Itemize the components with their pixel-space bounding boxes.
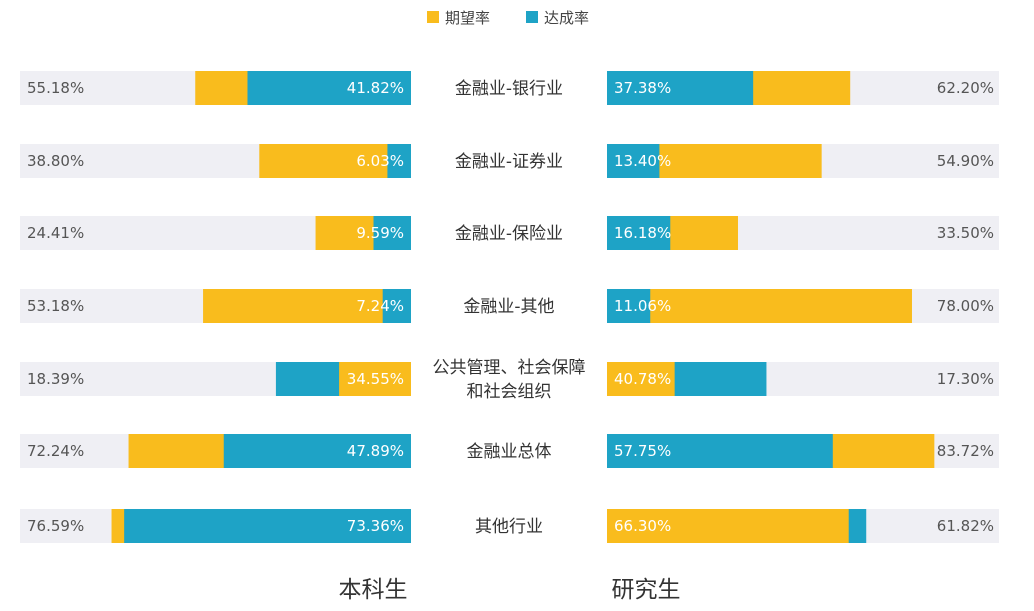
group-label-undergraduate: 本科生 bbox=[339, 577, 408, 603]
bar-achieved bbox=[607, 144, 660, 178]
achieved-value-label: 41.82% bbox=[347, 79, 404, 97]
value-labels: 55.18% 41.82% 38.80% 6.03% 24.41% 9.59% 53.18%… bbox=[27, 79, 994, 535]
bar-achieved bbox=[124, 509, 411, 543]
bar-expected bbox=[339, 362, 411, 396]
achieved-value-label: 34.55% bbox=[347, 370, 404, 388]
expected-value-label: 24.41% bbox=[27, 224, 84, 242]
bar-achieved bbox=[387, 144, 411, 178]
achieved-value-label: 7.24% bbox=[356, 297, 404, 315]
bar-expected bbox=[607, 289, 912, 323]
category-labels: 金融业-银行业金融业-证券业金融业-保险业金融业-其他公共管理、社会保障和社会组… bbox=[433, 79, 586, 537]
expected-value-label: 53.18% bbox=[27, 297, 84, 315]
bar-achieved bbox=[382, 289, 411, 323]
achieved-value-label: 66.30% bbox=[614, 517, 671, 535]
category-label: 金融业-银行业 bbox=[455, 79, 563, 99]
bar-achieved bbox=[607, 289, 651, 323]
expected-value-label: 72.24% bbox=[27, 442, 84, 460]
bar-expected bbox=[607, 509, 849, 543]
achieved-value-label: 47.89% bbox=[347, 442, 404, 460]
expected-value-label: 18.39% bbox=[27, 370, 84, 388]
expected-value-label: 78.00% bbox=[937, 297, 994, 315]
expected-value-label: 38.80% bbox=[27, 152, 84, 170]
achieved-value-label: 57.75% bbox=[614, 442, 671, 460]
bar-expected bbox=[259, 144, 411, 178]
category-label: 金融业总体 bbox=[467, 442, 552, 462]
category-label: 金融业-保险业 bbox=[455, 224, 563, 244]
achieved-value-label: 6.03% bbox=[356, 152, 404, 170]
expected-value-label: 83.72% bbox=[937, 442, 994, 460]
category-label: 其他行业 bbox=[475, 517, 543, 537]
category-label: 和社会组织 bbox=[467, 382, 552, 402]
expected-value-label: 61.82% bbox=[937, 517, 994, 535]
chart-legend: 期望率 达成率 bbox=[427, 9, 589, 27]
legend-label: 期望率 bbox=[445, 9, 490, 27]
expected-value-label: 54.90% bbox=[937, 152, 994, 170]
expected-value-label: 33.50% bbox=[937, 224, 994, 242]
bar-achieved bbox=[607, 216, 671, 250]
group-label-graduate: 研究生 bbox=[612, 577, 681, 603]
expected-value-label: 76.59% bbox=[27, 517, 84, 535]
achieved-value-label: 9.59% bbox=[356, 224, 404, 242]
achieved-value-label: 11.06% bbox=[614, 297, 671, 315]
achieved-value-label: 16.18% bbox=[614, 224, 671, 242]
category-label: 公共管理、社会保障 bbox=[433, 358, 586, 378]
bar-achieved bbox=[373, 216, 411, 250]
achieved-value-label: 40.78% bbox=[614, 370, 671, 388]
bar-achieved bbox=[607, 71, 754, 105]
legend-swatch bbox=[427, 11, 439, 23]
bar-segments bbox=[111, 71, 935, 543]
bar-achieved bbox=[247, 71, 411, 105]
legend-label: 达成率 bbox=[544, 9, 589, 27]
achieved-value-label: 13.40% bbox=[614, 152, 671, 170]
expected-value-label: 62.20% bbox=[937, 79, 994, 97]
bar-achieved bbox=[607, 434, 833, 468]
achieved-value-label: 73.36% bbox=[347, 517, 404, 535]
bar-achieved bbox=[223, 434, 411, 468]
category-label: 金融业-证券业 bbox=[455, 152, 563, 172]
legend-swatch bbox=[526, 11, 538, 23]
bar-expected bbox=[203, 289, 411, 323]
expected-value-label: 17.30% bbox=[937, 370, 994, 388]
group-labels: 本科生 研究生 bbox=[339, 577, 681, 603]
category-label: 金融业-其他 bbox=[463, 297, 554, 317]
achieved-value-label: 37.38% bbox=[614, 79, 671, 97]
bar-expected bbox=[607, 362, 675, 396]
expected-value-label: 55.18% bbox=[27, 79, 84, 97]
